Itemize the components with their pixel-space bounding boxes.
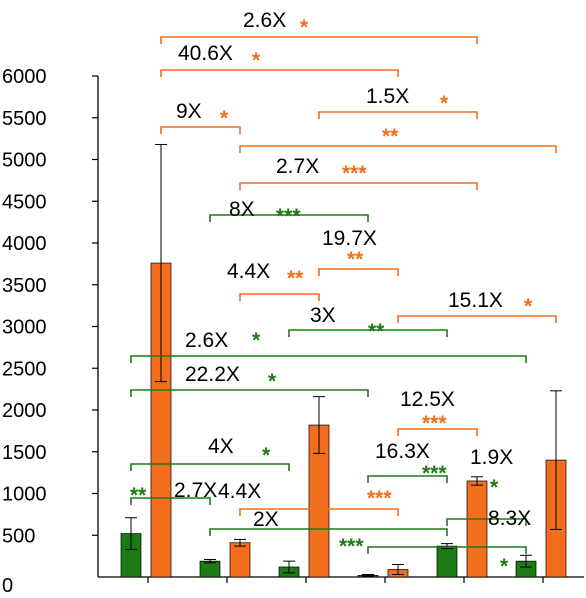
significance-bracket bbox=[160, 69, 399, 77]
significance-bracket bbox=[160, 36, 478, 44]
bar-orange bbox=[466, 480, 488, 578]
significance-bracket bbox=[367, 546, 527, 554]
fold-change-label: 9X bbox=[176, 100, 202, 123]
fold-change-label: 16.3X bbox=[375, 440, 430, 463]
significance-stars: * bbox=[268, 370, 277, 393]
significance-bracket bbox=[130, 463, 290, 471]
significance-bracket bbox=[239, 145, 557, 153]
significance-stars: ** bbox=[382, 125, 399, 148]
significance-stars: *** bbox=[276, 205, 301, 228]
significance-bracket bbox=[239, 293, 320, 301]
y-axis: 0 500 1000 1500 2000 2500 3000 3500 4000 4500 5000… bbox=[2, 66, 584, 597]
fold-change-label: 4X bbox=[208, 435, 234, 458]
y-tick-label: 4000 bbox=[2, 233, 47, 255]
fold-change-label: 2.7X bbox=[174, 479, 217, 502]
fold-change-label: 2.6X bbox=[185, 329, 228, 352]
y-tick-label: 2000 bbox=[2, 400, 47, 422]
fold-change-label: 22.2X bbox=[185, 363, 240, 386]
y-tick-label: 1500 bbox=[2, 442, 47, 464]
y-tick-label: 500 bbox=[2, 525, 35, 547]
significance-bracket bbox=[209, 214, 369, 222]
significance-bracket bbox=[160, 126, 241, 134]
significance-stars: ** bbox=[347, 248, 364, 271]
significance-bracket bbox=[239, 182, 478, 190]
fold-change-label: 2.7X bbox=[276, 155, 319, 178]
significance-bracket bbox=[239, 508, 399, 516]
fold-change-label: 1.9X bbox=[470, 446, 513, 469]
fold-change-label: 4.4X bbox=[227, 260, 270, 283]
significance-brackets: 2.6X *40.6X *9X *1.5X ***2.7X ***8X ***19.7X**… bbox=[130, 9, 557, 578]
significance-bracket bbox=[397, 428, 478, 436]
bar-orange bbox=[229, 542, 251, 578]
significance-stars: * bbox=[490, 476, 499, 499]
significance-bracket bbox=[130, 497, 211, 505]
significance-bracket bbox=[367, 475, 448, 483]
significance-bracket bbox=[318, 268, 399, 276]
significance-stars: * bbox=[262, 444, 271, 467]
significance-bracket bbox=[130, 389, 369, 397]
significance-stars: *** bbox=[342, 162, 367, 185]
y-tick-label: 6000 bbox=[2, 66, 47, 88]
significance-stars: * bbox=[500, 555, 509, 578]
fold-change-label: 1.5X bbox=[366, 85, 409, 108]
significance-bracket bbox=[446, 518, 527, 526]
y-tick-label: 2500 bbox=[2, 358, 47, 380]
significance-stars: *** bbox=[422, 462, 447, 485]
significance-stars: ** bbox=[130, 484, 147, 507]
significance-stars: ** bbox=[287, 267, 304, 290]
fold-change-label: 4.4X bbox=[218, 480, 261, 503]
significance-stars: *** bbox=[422, 412, 447, 435]
fold-change-label: 8X bbox=[229, 198, 255, 221]
significance-bracket bbox=[130, 355, 527, 363]
fold-change-label: 3X bbox=[310, 304, 336, 327]
y-tick-label: 3500 bbox=[2, 275, 47, 297]
fold-change-label: 8.3X bbox=[488, 507, 531, 530]
significance-stars: * bbox=[220, 107, 229, 130]
error-bars bbox=[125, 143, 562, 577]
significance-stars: ** bbox=[368, 320, 385, 343]
y-tick-label: 5500 bbox=[2, 108, 47, 130]
significance-stars: * bbox=[252, 49, 261, 72]
significance-bracket bbox=[318, 111, 478, 119]
significance-stars: * bbox=[300, 16, 309, 39]
y-tick-label: 4500 bbox=[2, 191, 47, 213]
fold-change-label: 19.7X bbox=[322, 227, 377, 250]
bar-green bbox=[436, 545, 458, 578]
significance-stars: * bbox=[524, 295, 533, 318]
y-tick-label: 5000 bbox=[2, 150, 47, 172]
significance-stars: *** bbox=[367, 487, 392, 510]
y-tick-label: 1000 bbox=[2, 484, 47, 506]
significance-bracket bbox=[209, 528, 448, 536]
significance-bracket bbox=[288, 329, 448, 337]
bar-green bbox=[199, 560, 221, 578]
y-tick-label: 0 bbox=[2, 575, 13, 597]
fold-change-label: 12.5X bbox=[400, 388, 455, 411]
significance-stars: *** bbox=[339, 535, 364, 558]
fold-change-label: 2X bbox=[253, 508, 279, 531]
fold-change-label: 15.1X bbox=[448, 289, 503, 312]
fold-change-label: 40.6X bbox=[178, 42, 233, 65]
significance-stars: * bbox=[252, 329, 261, 352]
significance-stars: * bbox=[440, 92, 449, 115]
y-tick-label: 3000 bbox=[2, 317, 47, 339]
fold-change-label: 2.6X bbox=[243, 9, 286, 32]
significance-bracket bbox=[397, 315, 557, 323]
